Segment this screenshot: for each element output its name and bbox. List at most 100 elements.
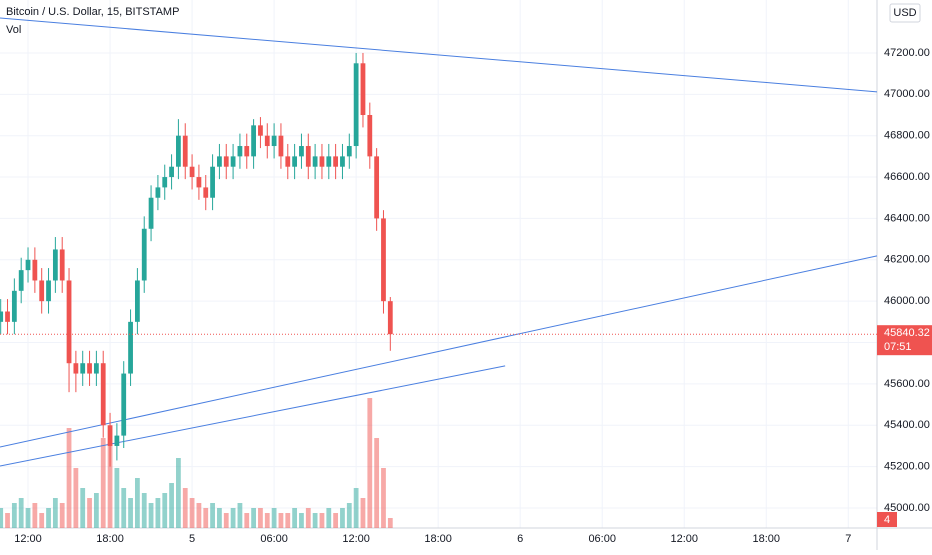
candle-body: [59, 249, 65, 281]
volume-bar: [189, 498, 195, 528]
candle-body: [128, 321, 133, 374]
x-tick-label: 12:00: [342, 533, 370, 545]
candle-body: [367, 115, 373, 157]
candle-body: [87, 363, 92, 374]
candle-body: [52, 249, 58, 281]
volume-bar: [52, 498, 58, 528]
volume-bar: [0, 508, 4, 528]
volume-bar: [169, 483, 174, 528]
candle-body: [25, 259, 31, 271]
volume-bar: [128, 498, 133, 528]
candle-body: [100, 363, 106, 426]
y-tick-label: 45200.00: [884, 461, 930, 473]
candle-body: [326, 156, 332, 167]
volume-bar: [237, 503, 243, 528]
volume-title: Vol: [6, 24, 21, 36]
volume-bar: [141, 493, 147, 528]
volume-bar: [73, 468, 79, 528]
volume-bar: [46, 508, 51, 528]
volume-bar: [210, 503, 215, 528]
candle-body: [258, 125, 263, 136]
volume-bar: [135, 478, 140, 528]
countdown: 07:51: [884, 341, 912, 353]
currency[interactable]: USD: [893, 7, 916, 19]
candle-body: [333, 156, 339, 167]
candle-body: [203, 187, 209, 198]
candle-body: [148, 197, 154, 229]
y-tick-label: 45000.00: [884, 502, 930, 514]
candle-body: [278, 135, 284, 157]
candle-body: [312, 156, 318, 167]
x-tick-label: 6: [517, 533, 523, 545]
trend-line: [0, 255, 878, 448]
volume-bar: [299, 513, 304, 528]
candle-body: [340, 156, 345, 167]
volume-bar: [374, 438, 380, 528]
candle-body: [271, 135, 277, 147]
y-tick-label: 45400.00: [884, 419, 930, 431]
trend-line: [0, 365, 506, 467]
candle-body: [230, 156, 236, 167]
volume-bar: [381, 468, 386, 528]
candle-body: [135, 280, 140, 322]
currency-box[interactable]: [889, 3, 921, 23]
candle-body: [32, 259, 38, 281]
y-tick-label: 45600.00: [884, 378, 930, 390]
volume-bar: [93, 493, 99, 528]
volume-bar: [18, 498, 24, 528]
candle-body: [107, 425, 113, 446]
candle-body: [319, 156, 325, 167]
volume-bar: [292, 508, 298, 528]
volume-bar: [230, 508, 236, 528]
volume-bar: [203, 508, 209, 528]
x-tick-label: 5: [189, 533, 195, 545]
candle-body: [305, 146, 311, 167]
volume-bar: [264, 513, 270, 528]
candle-body: [285, 156, 291, 167]
candle-body: [0, 311, 4, 322]
volume-bar: [196, 503, 202, 528]
candle-body: [66, 280, 72, 364]
volume-bar: [346, 503, 352, 528]
y-tick-label: 46200.00: [884, 254, 930, 266]
last-price-box: [877, 325, 932, 356]
candle-body: [374, 156, 380, 219]
volume-bar: [39, 513, 45, 528]
volume-bar: [340, 508, 345, 528]
volume-bar: [80, 488, 86, 528]
candle-body: [5, 311, 10, 322]
candle-body: [244, 146, 250, 157]
candle-body: [210, 166, 215, 198]
candle-body: [217, 156, 222, 167]
candle-body: [292, 156, 298, 167]
x-tick-label: 12:00: [14, 533, 42, 545]
candle-body: [381, 218, 386, 302]
candle-body: [237, 146, 243, 157]
candle-body: [182, 135, 188, 167]
y-tick-label: 46000.00: [884, 295, 930, 307]
candle-body: [189, 166, 195, 178]
volume-bar: [114, 468, 120, 528]
volume-bar: [360, 498, 366, 528]
volume-bar: [326, 508, 332, 528]
volume-bar: [176, 458, 181, 528]
volume-bar: [367, 398, 373, 528]
candle-body: [80, 363, 86, 374]
volume-bar: [217, 508, 222, 528]
volume-bar: [100, 438, 106, 528]
volume-bar: [271, 508, 277, 528]
last-price: 45840.32: [884, 327, 930, 339]
chart-title: Bitcoin / U.S. Dollar, 15, BITSTAMP: [6, 6, 179, 18]
volume-bar: [223, 513, 229, 528]
volume-bar: [278, 513, 284, 528]
candle-body: [169, 166, 174, 178]
candle-body: [196, 177, 202, 188]
volume-bar: [87, 498, 92, 528]
volume-bar: [285, 513, 291, 528]
volume-bar: [155, 498, 161, 528]
volume-bar: [121, 488, 127, 528]
volume-bar: [59, 503, 65, 528]
candle-body: [360, 63, 366, 116]
candle-body: [353, 63, 359, 147]
